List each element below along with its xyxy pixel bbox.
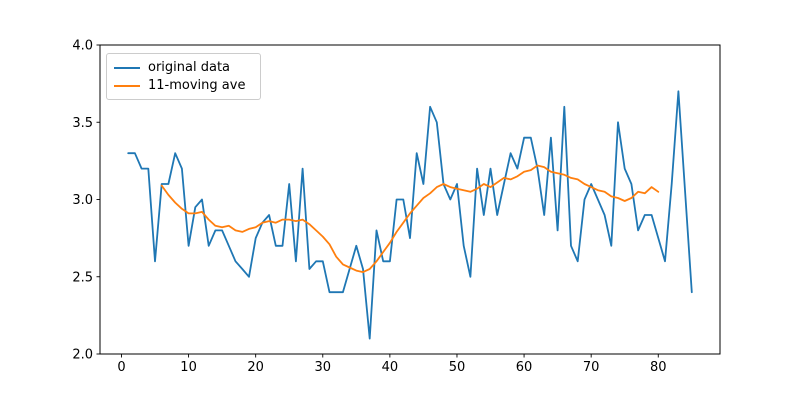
x-tick-label: 0 [117, 360, 125, 375]
y-tick-label: 3.5 [72, 116, 93, 131]
x-tick-label: 40 [382, 360, 399, 375]
series-line-11-moving-ave [160, 164, 660, 274]
x-tick-label: 10 [180, 360, 197, 375]
legend-item-original-data: original data [114, 61, 260, 74]
legend-swatch-moving-ave-line [114, 84, 140, 87]
legend-item-moving-ave: 11-moving ave [114, 79, 260, 92]
x-tick-label: 60 [516, 360, 533, 375]
legend-swatch-original-data-line [114, 66, 140, 69]
y-tick-label: 3.0 [72, 193, 93, 208]
x-tick-label: 50 [449, 360, 466, 375]
x-tick-label: 80 [650, 360, 667, 375]
y-tick-label: 2.0 [72, 348, 93, 363]
x-tick-label: 70 [583, 360, 600, 375]
legend-label-original-data: original data [148, 60, 231, 75]
y-tick-label: 2.5 [72, 270, 93, 285]
y-tick-label: 4.0 [72, 39, 93, 54]
legend: original data 11-moving ave [106, 53, 261, 100]
x-tick-label: 20 [247, 360, 264, 375]
series-line-original-data [127, 90, 693, 340]
legend-label-moving-ave: 11-moving ave [148, 78, 246, 93]
x-tick-label: 30 [314, 360, 331, 375]
